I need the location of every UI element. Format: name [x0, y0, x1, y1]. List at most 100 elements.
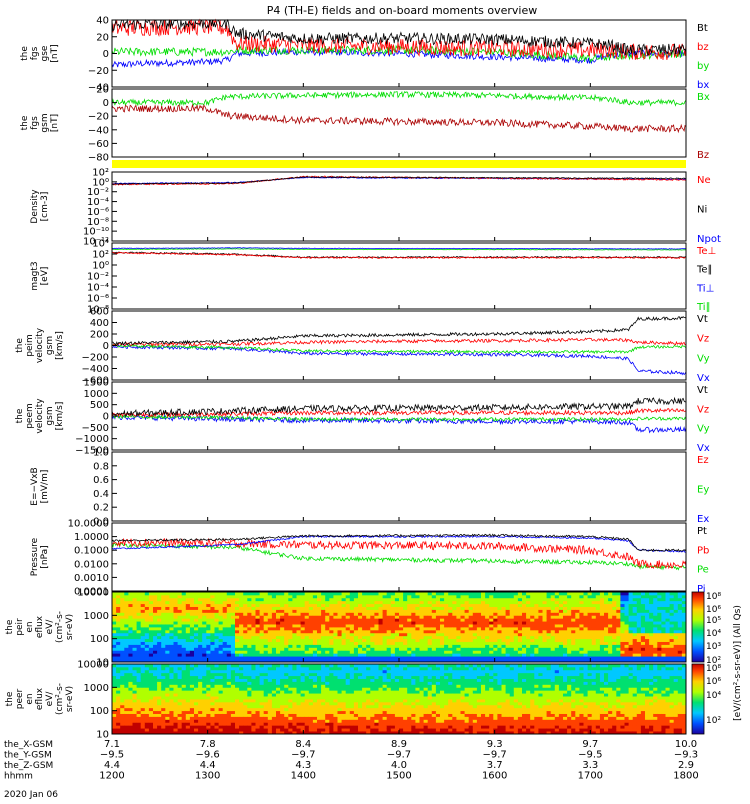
spectrogram-cell: [284, 693, 289, 696]
spectrogram-cell: [133, 642, 138, 645]
spectrogram-cell: [272, 699, 277, 702]
spectrogram-cell: [288, 633, 293, 636]
spectrogram-cell: [350, 615, 355, 618]
spectrogram-cell: [633, 647, 638, 650]
spectrogram-cell: [182, 702, 187, 705]
spectrogram-cell: [276, 630, 281, 633]
spectrogram-cell: [169, 642, 174, 645]
spectrogram-cell: [297, 725, 302, 728]
spectrogram-cell: [235, 633, 240, 636]
spectrogram-cell: [428, 618, 433, 621]
spectrogram-cell: [198, 705, 203, 708]
spectrogram-cell: [124, 621, 129, 624]
spectrogram-cell: [223, 690, 228, 693]
spectrogram-cell: [637, 610, 642, 613]
spectrogram-cell: [190, 719, 195, 722]
spectrogram-cell: [317, 705, 322, 708]
spectrogram-cell: [301, 673, 306, 676]
spectrogram-cell: [383, 627, 388, 630]
spectrogram-cell: [604, 633, 609, 636]
spectrogram-cell: [141, 687, 146, 690]
spectrogram-cell: [112, 693, 117, 696]
spectrogram-cell: [198, 699, 203, 702]
spectrogram-cell: [178, 687, 183, 690]
spectrogram-cell: [465, 604, 470, 607]
spectrogram-cell: [538, 598, 543, 601]
spectrogram-cell: [297, 702, 302, 705]
spectrogram-cell: [612, 621, 617, 624]
spectrogram-cell: [276, 717, 281, 720]
spectrogram-cell: [674, 601, 679, 604]
spectrogram-cell: [325, 667, 330, 670]
spectrogram-cell: [678, 610, 683, 613]
spectrogram-cell: [620, 607, 625, 610]
spectrogram-cell: [297, 676, 302, 679]
spectrogram-cell: [670, 647, 675, 650]
spectrogram-cell: [182, 673, 187, 676]
spectrogram-cell: [276, 684, 281, 687]
spectrogram-cell: [473, 621, 478, 624]
spectrogram-cell: [128, 714, 133, 717]
spectrogram-cell: [645, 630, 650, 633]
spectrogram-cell: [178, 696, 183, 699]
spectrogram-cell: [182, 667, 187, 670]
spectrogram-cell: [247, 618, 252, 621]
spectrogram-cell: [510, 601, 515, 604]
spectrogram-cell: [473, 612, 478, 615]
spectrogram-cell: [112, 676, 117, 679]
spectrogram-cell: [247, 612, 252, 615]
spectrogram-cell: [264, 676, 269, 679]
spectrogram-cell: [260, 598, 265, 601]
spectrogram-cell: [317, 650, 322, 653]
spectrogram-cell: [653, 650, 658, 653]
spectrogram-cell: [526, 633, 531, 636]
spectrogram-cell: [292, 615, 297, 618]
spectrogram-cell: [575, 633, 580, 636]
spectrogram-cell: [288, 719, 293, 722]
spectrogram-cell: [288, 728, 293, 731]
spectrogram-cell: [145, 696, 150, 699]
spectrogram-cell: [223, 650, 228, 653]
spectrogram-cell: [653, 604, 658, 607]
spectrogram-cell: [227, 676, 232, 679]
spectrogram-cell: [346, 598, 351, 601]
spectrogram-cell: [649, 633, 654, 636]
spectrogram-cell: [477, 612, 482, 615]
spectrogram-cell: [182, 708, 187, 711]
spectrogram-cell: [174, 656, 179, 659]
spectrogram-cell: [276, 719, 281, 722]
spectrogram-cell: [428, 639, 433, 642]
spectrogram-cell: [547, 604, 552, 607]
y-tick-label: −80: [88, 153, 109, 164]
spectrogram-cell: [407, 595, 412, 598]
spectrogram-cell: [272, 687, 277, 690]
spectrogram-cell: [157, 696, 162, 699]
spectrogram-cell: [309, 598, 314, 601]
spectrogram-cell: [674, 598, 679, 601]
spectrogram-cell: [112, 696, 117, 699]
spectrogram-cell: [227, 682, 232, 685]
spectrogram-cell: [604, 630, 609, 633]
spectrogram-cell: [342, 650, 347, 653]
spectrogram-cell: [346, 633, 351, 636]
spectrogram-cell: [506, 607, 511, 610]
spectrogram-cell: [292, 696, 297, 699]
spectrogram-cell: [280, 667, 285, 670]
spectrogram-cell: [526, 610, 531, 613]
spectrogram-cell: [223, 722, 228, 725]
spectrogram-cell: [124, 612, 129, 615]
spectrogram-cell: [625, 633, 630, 636]
spectrogram-cell: [379, 615, 384, 618]
spectrogram-cell: [305, 650, 310, 653]
spectrogram-cell: [633, 636, 638, 639]
spectrogram-cell: [247, 714, 252, 717]
spectrogram-cell: [223, 670, 228, 673]
spectrogram-cell: [342, 725, 347, 728]
spectrogram-cell: [391, 633, 396, 636]
spectrogram-cell: [551, 650, 556, 653]
spectrogram-cell: [448, 656, 453, 659]
spectrogram-cell: [522, 627, 527, 630]
spectrogram-cell: [120, 633, 125, 636]
spectrogram-cell: [190, 702, 195, 705]
spectrogram-cell: [452, 595, 457, 598]
